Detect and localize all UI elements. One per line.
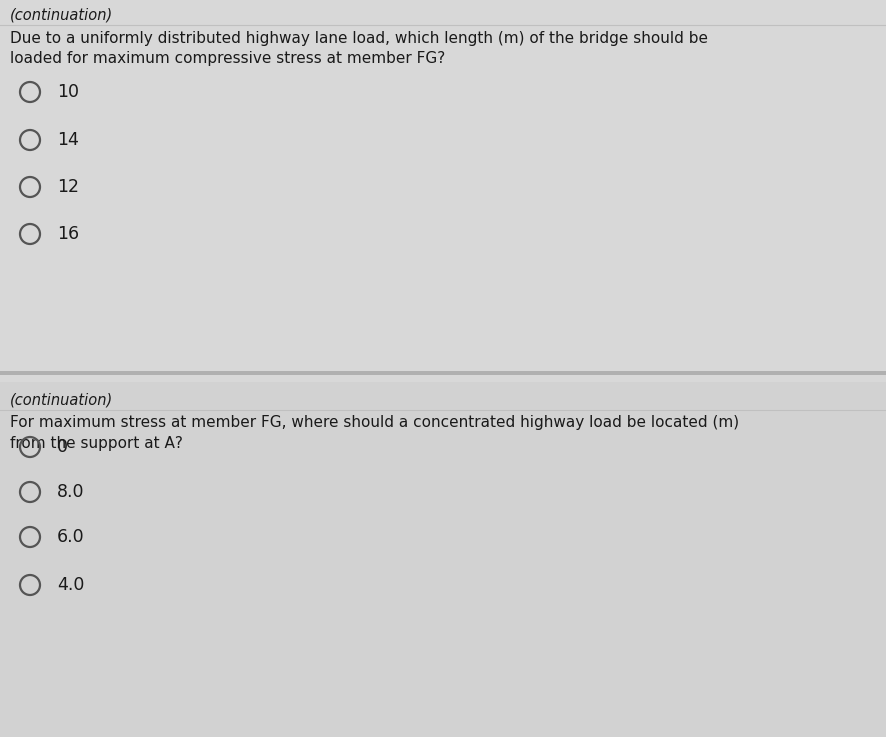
Text: 6.0: 6.0 [57, 528, 84, 546]
Text: 0: 0 [57, 438, 68, 456]
FancyBboxPatch shape [0, 0, 886, 372]
FancyBboxPatch shape [0, 375, 886, 383]
FancyBboxPatch shape [0, 371, 886, 375]
Text: Due to a uniformly distributed highway lane load, which length (m) of the bridge: Due to a uniformly distributed highway l… [10, 31, 707, 66]
Text: 12: 12 [57, 178, 79, 196]
Text: 8.0: 8.0 [57, 483, 84, 501]
Text: 14: 14 [57, 131, 79, 149]
Text: 4.0: 4.0 [57, 576, 84, 594]
Text: (continuation): (continuation) [10, 392, 113, 407]
Text: (continuation): (continuation) [10, 7, 113, 22]
Text: 10: 10 [57, 83, 79, 101]
FancyBboxPatch shape [0, 372, 886, 737]
Text: 16: 16 [57, 225, 79, 243]
Text: For maximum stress at member FG, where should a concentrated highway load be loc: For maximum stress at member FG, where s… [10, 415, 738, 450]
